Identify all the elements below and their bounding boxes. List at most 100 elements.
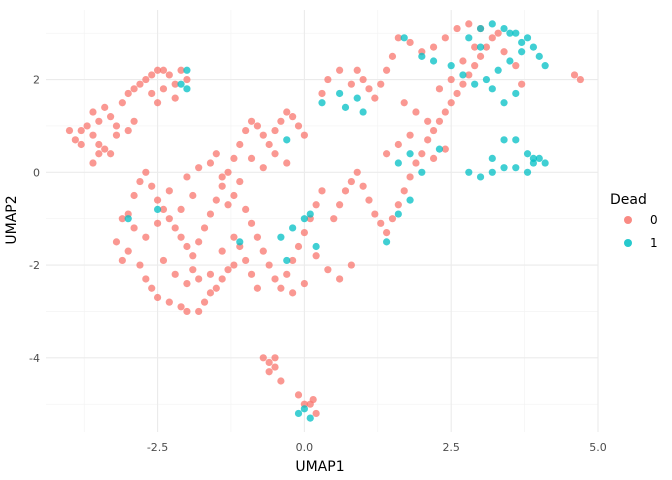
scatter-point-dead-0	[65, 126, 74, 135]
y-axis-tick-labels: -4 -2 0 2	[29, 74, 40, 365]
y-tick-label: -2	[29, 259, 40, 272]
scatter-point-dead-1	[418, 168, 426, 176]
scatter-point-dead-1	[465, 168, 473, 176]
scatter-point-dead-0	[371, 94, 379, 102]
scatter-point-dead-1	[406, 150, 414, 158]
scatter-point-dead-0	[259, 164, 267, 172]
scatter-point-dead-0	[341, 187, 350, 195]
scatter-point-dead-0	[453, 24, 461, 33]
scatter-point-dead-0	[247, 154, 256, 162]
scatter-point-dead-0	[447, 75, 455, 84]
scatter-point-dead-1	[394, 159, 402, 167]
scatter-point-dead-0	[230, 233, 238, 241]
x-axis-tick-labels: -2.5 0.0 2.5 5.0	[147, 441, 607, 454]
scatter-point-dead-0	[347, 261, 355, 269]
scatter-point-dead-1	[341, 103, 350, 111]
scatter-point-dead-0	[465, 20, 473, 28]
scatter-point-dead-0	[183, 242, 191, 251]
scatter-point-dead-0	[277, 377, 285, 385]
scatter-point-dead-0	[106, 150, 115, 158]
scatter-point-dead-0	[200, 224, 209, 232]
scatter-point-dead-0	[300, 280, 308, 288]
scatter-point-dead-1	[283, 256, 291, 265]
scatter-point-dead-0	[142, 168, 150, 176]
scatter-point-dead-0	[488, 34, 496, 42]
scatter-point-dead-1	[541, 159, 549, 167]
scatter-point-dead-0	[124, 126, 132, 135]
scatter-point-dead-0	[283, 270, 291, 278]
scatter-point-dead-1	[318, 99, 326, 107]
scatter-point-dead-0	[406, 38, 414, 47]
scatter-point-dead-0	[441, 145, 449, 153]
scatter-point-dead-0	[165, 187, 173, 195]
scatter-point-dead-0	[101, 103, 109, 111]
scatter-point-dead-0	[212, 284, 220, 292]
scatter-point-dead-0	[89, 108, 97, 116]
scatter-point-dead-0	[153, 196, 162, 204]
scatter-point-dead-0	[500, 48, 508, 56]
scatter-point-dead-0	[148, 71, 156, 79]
scatter-point-dead-0	[371, 210, 379, 218]
scatter-points	[65, 20, 584, 422]
scatter-point-dead-1	[476, 43, 485, 51]
scatter-point-dead-0	[242, 205, 250, 214]
legend-swatch-1	[624, 239, 632, 247]
scatter-point-dead-0	[177, 205, 185, 214]
scatter-point-dead-0	[283, 159, 291, 167]
scatter-point-dead-0	[289, 113, 297, 121]
scatter-point-dead-0	[435, 117, 444, 125]
scatter-point-dead-1	[429, 57, 438, 65]
scatter-point-dead-0	[206, 159, 215, 167]
scatter-point-dead-0	[183, 75, 191, 84]
scatter-point-dead-0	[471, 62, 479, 70]
y-tick-label: 0	[33, 166, 40, 179]
scatter-point-dead-0	[130, 191, 138, 200]
scatter-point-dead-0	[382, 228, 391, 237]
scatter-point-dead-0	[247, 270, 256, 278]
scatter-point-dead-0	[89, 159, 97, 167]
scatter-point-dead-1	[512, 89, 520, 98]
scatter-point-dead-0	[494, 29, 502, 37]
scatter-point-dead-0	[459, 57, 467, 65]
scatter-point-dead-0	[365, 196, 373, 204]
scatter-point-dead-0	[265, 368, 273, 376]
scatter-point-dead-0	[195, 164, 203, 172]
scatter-point-dead-1	[353, 94, 361, 102]
x-tick-label: 2.5	[442, 441, 460, 454]
scatter-point-dead-0	[200, 298, 209, 306]
scatter-point-dead-1	[512, 29, 520, 37]
scatter-point-dead-1	[300, 215, 308, 223]
scatter-point-dead-0	[400, 99, 408, 107]
scatter-point-dead-0	[106, 113, 115, 121]
scatter-point-dead-0	[171, 94, 179, 102]
scatter-point-dead-0	[424, 136, 432, 144]
scatter-point-dead-1	[506, 29, 514, 37]
scatter-point-dead-0	[441, 108, 449, 116]
scatter-point-dead-0	[294, 391, 303, 399]
scatter-point-dead-0	[124, 89, 132, 98]
scatter-point-dead-0	[77, 140, 85, 149]
scatter-point-dead-1	[500, 136, 508, 144]
scatter-point-dead-1	[283, 136, 291, 144]
scatter-point-dead-0	[253, 122, 262, 130]
scatter-point-dead-0	[171, 270, 179, 278]
y-tick-label: 2	[33, 74, 40, 87]
scatter-point-dead-0	[388, 215, 397, 223]
scatter-point-dead-1	[177, 80, 185, 88]
scatter-point-dead-0	[218, 247, 226, 255]
scatter-point-dead-0	[377, 219, 385, 227]
scatter-point-dead-0	[189, 266, 197, 274]
scatter-point-dead-0	[271, 363, 279, 371]
scatter-point-dead-1	[418, 52, 426, 60]
scatter-point-dead-1	[506, 57, 514, 65]
scatter-point-dead-1	[406, 196, 414, 204]
scatter-point-dead-0	[95, 140, 103, 149]
scatter-point-dead-0	[148, 89, 156, 98]
scatter-point-dead-0	[171, 224, 179, 232]
y-axis-title: UMAP2	[4, 195, 20, 244]
scatter-point-dead-0	[177, 233, 185, 241]
legend-swatch-0	[624, 216, 632, 224]
scatter-point-dead-0	[418, 150, 426, 158]
scatter-point-dead-1	[529, 154, 538, 162]
scatter-point-dead-1	[153, 205, 162, 214]
